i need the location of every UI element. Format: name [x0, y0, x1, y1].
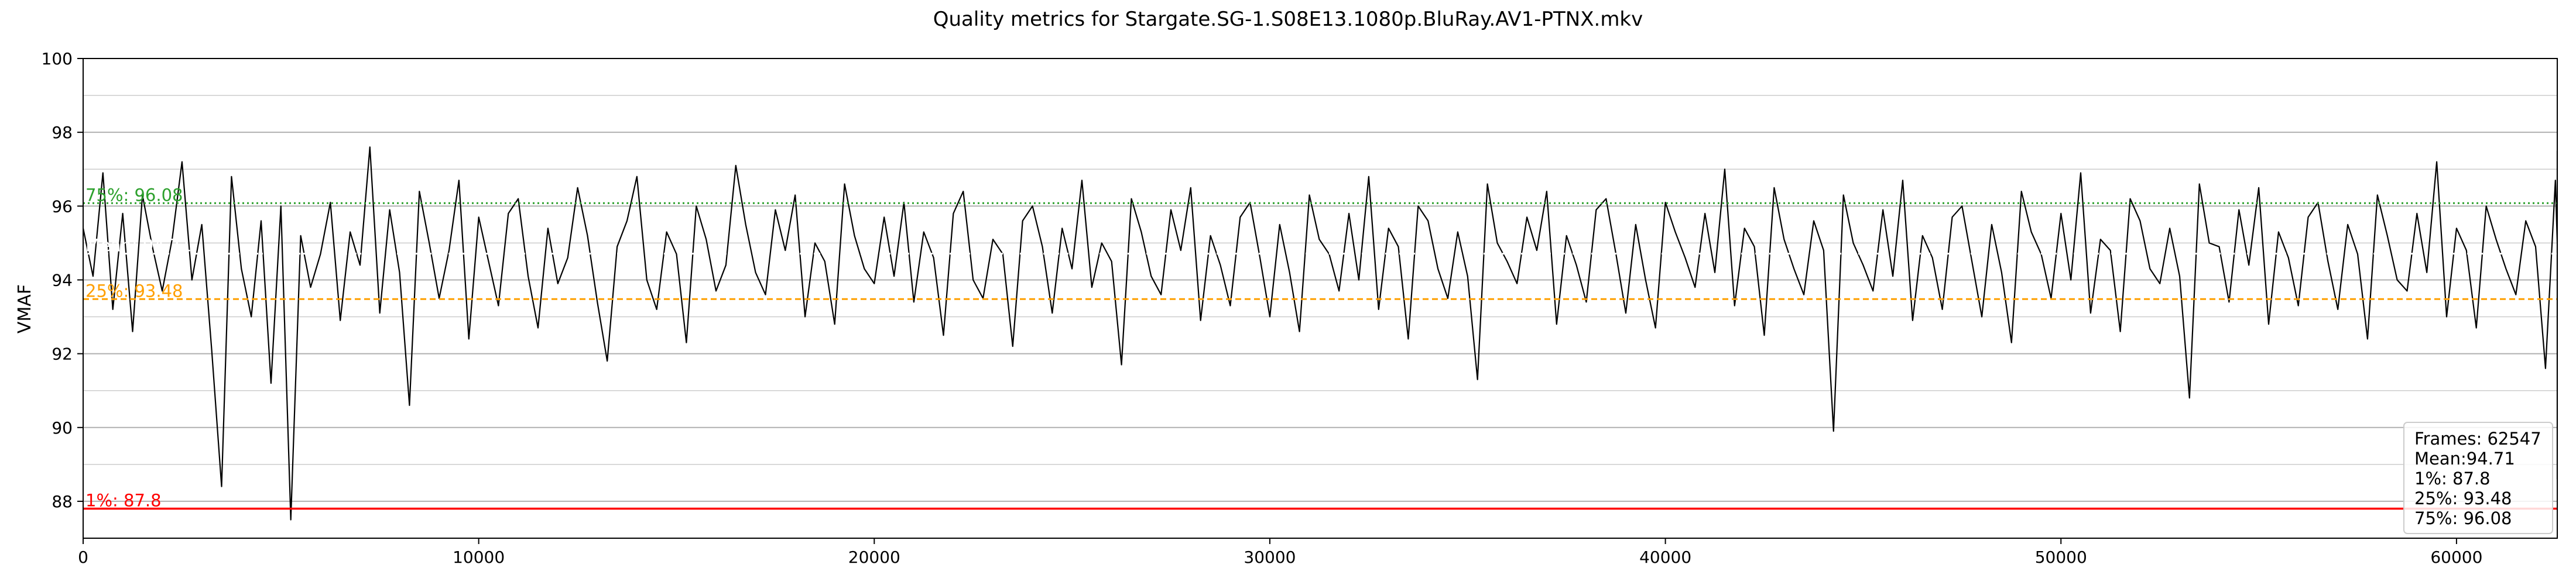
- y-tick-label: 92: [52, 345, 73, 364]
- reference-label-3: 1%: 87.8: [85, 491, 162, 511]
- x-tick-label: 40000: [1639, 548, 1691, 567]
- legend-line: Frames: 62547: [2414, 429, 2541, 449]
- x-tick-label: 50000: [2035, 548, 2087, 567]
- x-tick-label: 20000: [848, 548, 900, 567]
- reference-labels: 75%: 96.08 Mean: 94.71 25%: 93.48 1%: 87.8: [85, 185, 191, 510]
- y-tick-label: 90: [52, 418, 73, 438]
- reference-lines: [83, 202, 2557, 510]
- y-tick-label: 88: [52, 492, 73, 511]
- legend-line: Mean:94.71: [2414, 449, 2515, 469]
- y-tick-label: 94: [52, 270, 73, 290]
- x-axis: 0 10000 20000 30000 40000 50000 60000: [78, 538, 2482, 567]
- x-tick-label: 60000: [2430, 548, 2482, 567]
- y-axis: 88 90 92 94 96 98 100: [42, 49, 83, 511]
- series-group: [83, 146, 2557, 521]
- reference-label-1: Mean: 94.71: [85, 236, 191, 256]
- plot-frame: [83, 58, 2558, 539]
- x-tick-label: 0: [78, 548, 88, 567]
- reference-label-2: 25%: 93.48: [85, 281, 183, 301]
- y-tick-label: 100: [42, 49, 73, 68]
- x-tick-label: 10000: [453, 548, 505, 567]
- y-axis-label: VMAF: [15, 284, 35, 333]
- x-tick-label: 30000: [1244, 548, 1296, 567]
- chart-title: Quality metrics for Stargate.SG-1.S08E13…: [933, 8, 1643, 31]
- reference-label-0: 75%: 96.08: [85, 185, 183, 205]
- y-tick-label: 96: [52, 197, 73, 216]
- y-tick-label: 98: [52, 123, 73, 142]
- legend-line: 25%: 93.48: [2414, 488, 2512, 508]
- legend-line: 1%: 87.8: [2414, 469, 2491, 488]
- series-line-0: [83, 146, 2557, 521]
- legend-line: 75%: 96.08: [2414, 508, 2512, 528]
- legend-box: [2403, 422, 2553, 534]
